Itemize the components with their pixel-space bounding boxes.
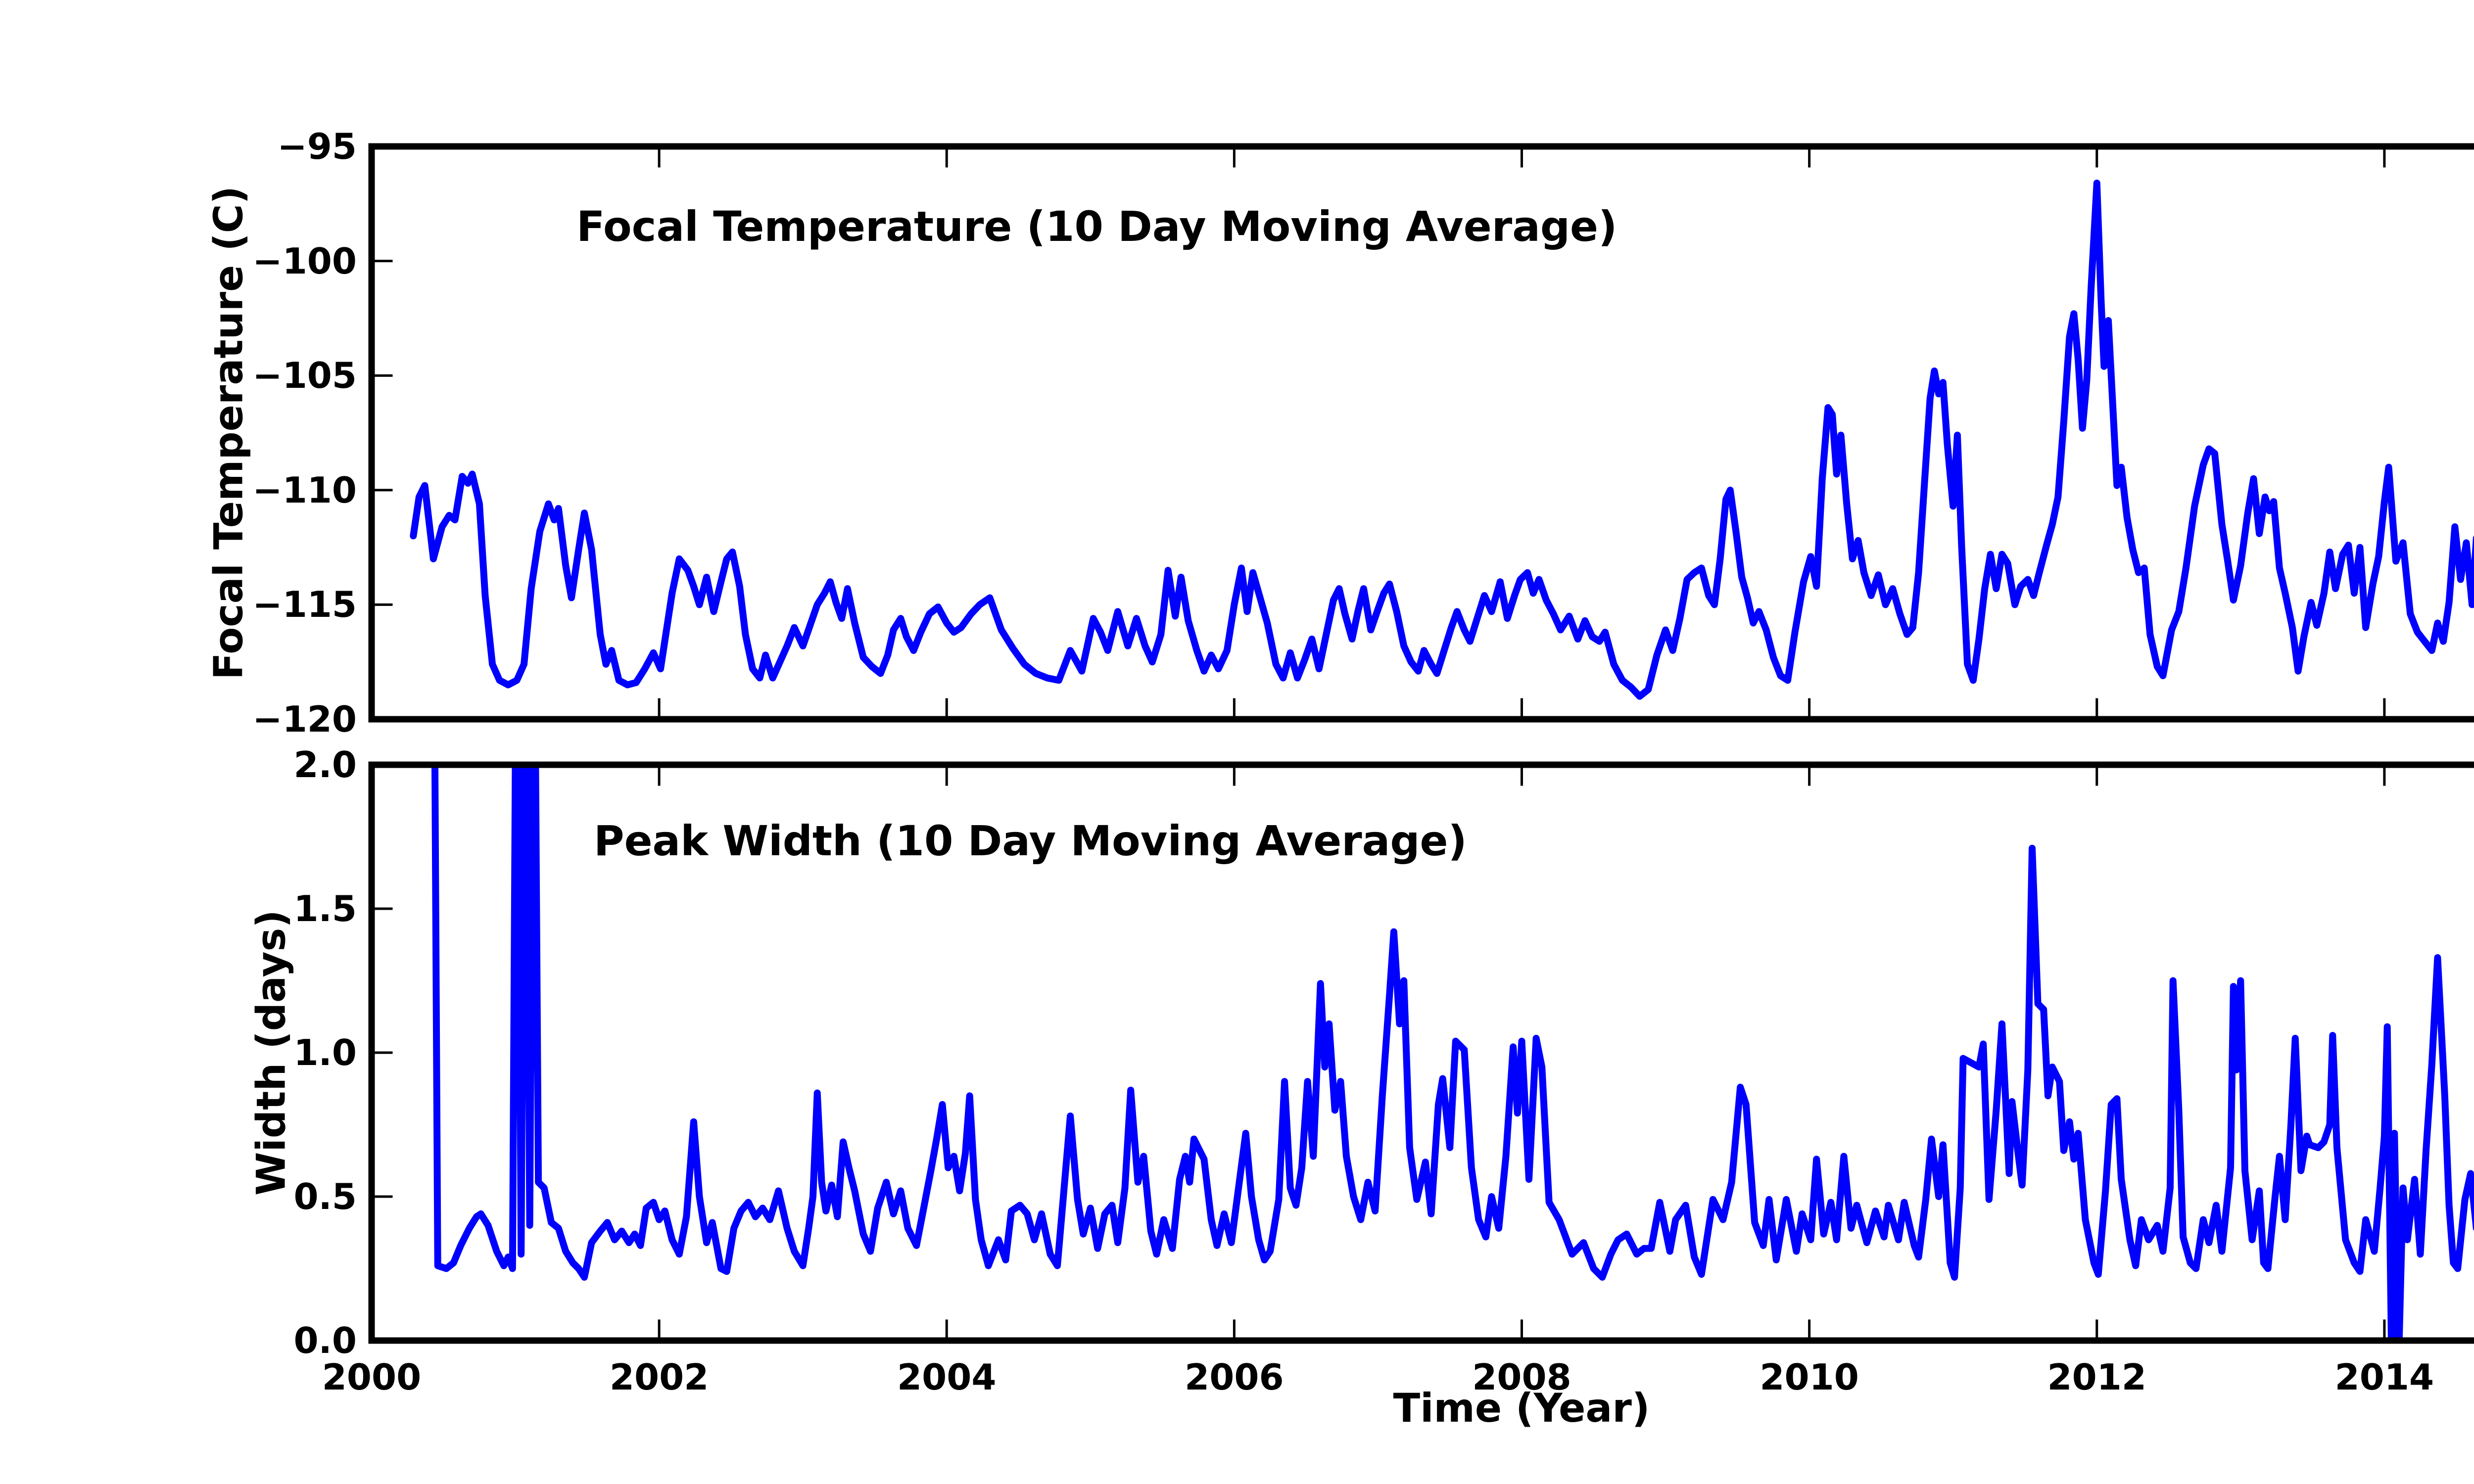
y-tick-label: −100: [252, 240, 357, 282]
x-tick-label: 2004: [897, 1356, 997, 1398]
x-tick-label: 2000: [322, 1356, 422, 1398]
bottom-subplot: [368, 761, 2474, 1344]
y-tick-label: −120: [252, 698, 357, 740]
x-tick-label: 2014: [2334, 1356, 2434, 1398]
y-tick-label: 2.0: [293, 744, 357, 786]
x-tick-label: 2006: [1185, 1356, 1284, 1398]
y-tick-label: 0.5: [293, 1176, 357, 1217]
focal_temperature_10day_ma-line: [410, 180, 2474, 700]
top-plot-title: Focal Temperature (10 Day Moving Average…: [576, 202, 1618, 251]
x-tick-label: 2010: [1760, 1356, 1859, 1398]
plot-frame: [368, 761, 2474, 1344]
y-tick-label: −110: [252, 469, 357, 511]
x-tick-label: 2008: [1472, 1356, 1571, 1398]
y-tick-label: 1.5: [293, 888, 357, 929]
bottom-plot-title: Peak Width (10 Day Moving Average): [594, 817, 1467, 865]
x-axis-label: Time (Year): [1393, 1385, 1650, 1431]
y-tick-label: −105: [252, 355, 357, 397]
bottom-plot-y-axis-label: Width (days): [248, 910, 294, 1196]
peak_width_10day_ma-line: [431, 765, 2474, 1341]
y-tick-label: −115: [252, 584, 357, 626]
top-subplot: [368, 143, 2474, 723]
top-plot-y-axis-label: Focal Temperature (C): [205, 186, 252, 680]
x-tick-label: 2002: [609, 1356, 709, 1398]
plot-frame: [368, 143, 2474, 723]
x-tick-label: 2012: [2047, 1356, 2146, 1398]
y-tick-label: 1.0: [293, 1032, 357, 1073]
y-tick-label: −95: [277, 126, 357, 167]
y-tick-label: 0.0: [293, 1320, 357, 1361]
